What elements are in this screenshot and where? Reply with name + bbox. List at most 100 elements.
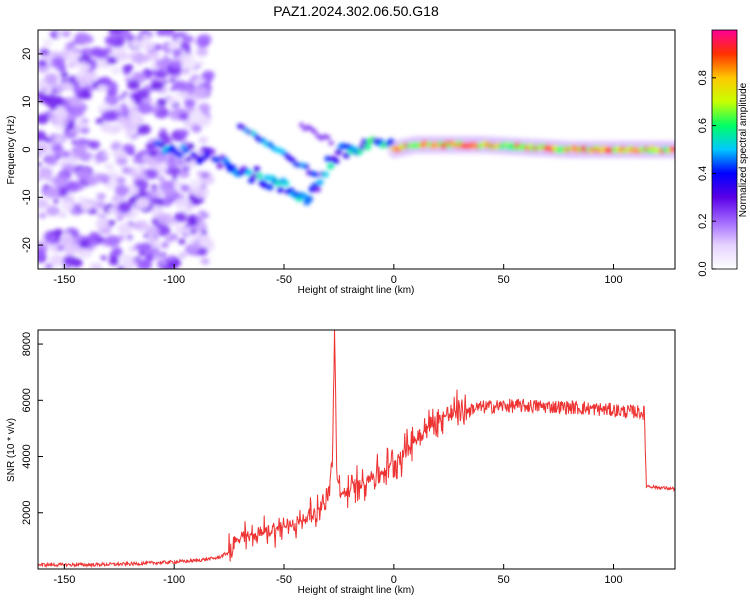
- heatmap-cell: [312, 172, 319, 178]
- x-tick-label: 50: [498, 274, 510, 286]
- x-tick-label: 100: [604, 274, 622, 286]
- heatmap-cell: [274, 180, 282, 187]
- heatmap-cell: [44, 73, 58, 84]
- heatmap-cell: [46, 205, 60, 217]
- y-tick-label: 0: [21, 146, 33, 152]
- heatmap-cell: [213, 156, 221, 163]
- heatmap-cell: [183, 98, 196, 108]
- heatmap-cell: [74, 32, 90, 44]
- heatmap-cell: [44, 233, 57, 244]
- heatmap-cell: [117, 222, 134, 235]
- heatmap-cell: [198, 116, 211, 127]
- heatmap-cell: [300, 193, 308, 200]
- heatmap-cell: [229, 165, 237, 172]
- heatmap-cell: [178, 112, 189, 121]
- heatmap-cell: [187, 143, 195, 150]
- heatmap-cell: [172, 48, 183, 56]
- heatmap-cell: [182, 232, 189, 238]
- heatmap-cell: [133, 98, 142, 106]
- heatmap-cell: [38, 162, 42, 167]
- heatmap-cell: [157, 175, 166, 182]
- heatmap-cell: [122, 91, 129, 96]
- heatmap-cell: [160, 260, 167, 265]
- heatmap-cell: [178, 129, 189, 137]
- heatmap-cell: [100, 255, 107, 261]
- figure-title: PAZ1.2024.302.06.50.G18: [273, 3, 439, 19]
- heatmap-cell: [75, 120, 87, 130]
- colorbar-tick-label: 0.6: [697, 118, 709, 133]
- heatmap-cell: [200, 229, 208, 235]
- heatmap-cell: [54, 114, 66, 124]
- heatmap-cell: [38, 130, 47, 142]
- heatmap-cell: [266, 184, 274, 191]
- y-tick-label: 20: [21, 48, 33, 60]
- heatmap-cell: [58, 211, 67, 219]
- heatmap-cell: [61, 30, 71, 38]
- heatmap-cell: [99, 151, 105, 156]
- colorbar-tick-label: 0.2: [697, 214, 709, 229]
- heatmap-cell: [77, 183, 83, 188]
- heatmap-cell: [363, 144, 371, 151]
- x-tick-label: -150: [53, 574, 75, 586]
- heatmap-cell: [38, 93, 50, 103]
- heatmap-cell: [189, 178, 203, 189]
- heatmap-cell: [131, 106, 138, 112]
- heatmap-cell: [328, 141, 334, 146]
- heatmap-cell: [178, 238, 186, 245]
- heatmap-cell: [51, 57, 66, 68]
- snr-x-label: Height of straight line (km): [298, 585, 415, 596]
- heatmap-cell: [87, 153, 93, 158]
- heatmap-cell: [38, 248, 47, 261]
- heatmap-cell: [124, 131, 133, 138]
- heatmap-cell: [245, 169, 253, 176]
- snr-x-ticks: -150 -100 -50 0 50 100: [53, 564, 623, 586]
- heatmap-cell: [189, 243, 201, 252]
- heatmap-cell: [176, 152, 184, 159]
- heatmap-cell: [95, 49, 110, 60]
- colorbar-gradient: [712, 30, 737, 269]
- heatmap-cell: [94, 160, 101, 165]
- heatmap-cell: [332, 158, 340, 165]
- heatmap-cell: [143, 233, 149, 238]
- heatmap-cell: [60, 78, 67, 84]
- colorbar: 0.0 0.2 0.4 0.6 0.8 Normalized spectral ampl…: [697, 29, 749, 277]
- heatmap-cell: [145, 168, 159, 180]
- heatmap-cell: [95, 118, 104, 125]
- heatmap-cell: [203, 152, 211, 159]
- heatmap-cell: [45, 155, 58, 166]
- heatmap-cell: [107, 207, 117, 215]
- heatmap-cell: [124, 212, 132, 218]
- heatmap-cell: [283, 152, 290, 158]
- heatmap-cell: [48, 133, 57, 140]
- heatmap-cell: [315, 133, 321, 139]
- heatmap-cell: [77, 56, 85, 62]
- heatmap-cell: [208, 148, 216, 155]
- heatmap-cell: [127, 245, 134, 251]
- heatmap-cell: [77, 69, 87, 77]
- heatmap-cell: [45, 263, 53, 269]
- heatmap-cell: [44, 174, 54, 182]
- heatmap-cell: [164, 235, 174, 243]
- heatmap-cell: [260, 138, 267, 144]
- heatmap-cell: [72, 85, 84, 94]
- heatmap-cell: [191, 124, 202, 133]
- heatmap-cell: [158, 142, 166, 149]
- heatmap-cell: [108, 30, 121, 36]
- heatmap-cell: [115, 51, 128, 61]
- heatmap-cell: [132, 222, 141, 230]
- heatmap-cell: [38, 113, 50, 125]
- y-tick-label: 10: [21, 96, 33, 108]
- heatmap-cell: [110, 66, 122, 75]
- heatmap-cell: [250, 130, 257, 136]
- x-tick-label: -100: [163, 274, 185, 286]
- heatmap-cell: [110, 125, 122, 134]
- heatmap-cell: [38, 176, 43, 182]
- y-tick-label: -10: [21, 189, 33, 205]
- y-tick-label: 2000: [21, 501, 33, 525]
- heatmap-cell: [126, 148, 136, 156]
- heatmap-cell: [99, 76, 112, 86]
- heatmap-cell: [65, 180, 81, 193]
- heatmap-cell: [61, 201, 74, 212]
- heatmap-cell: [156, 98, 167, 107]
